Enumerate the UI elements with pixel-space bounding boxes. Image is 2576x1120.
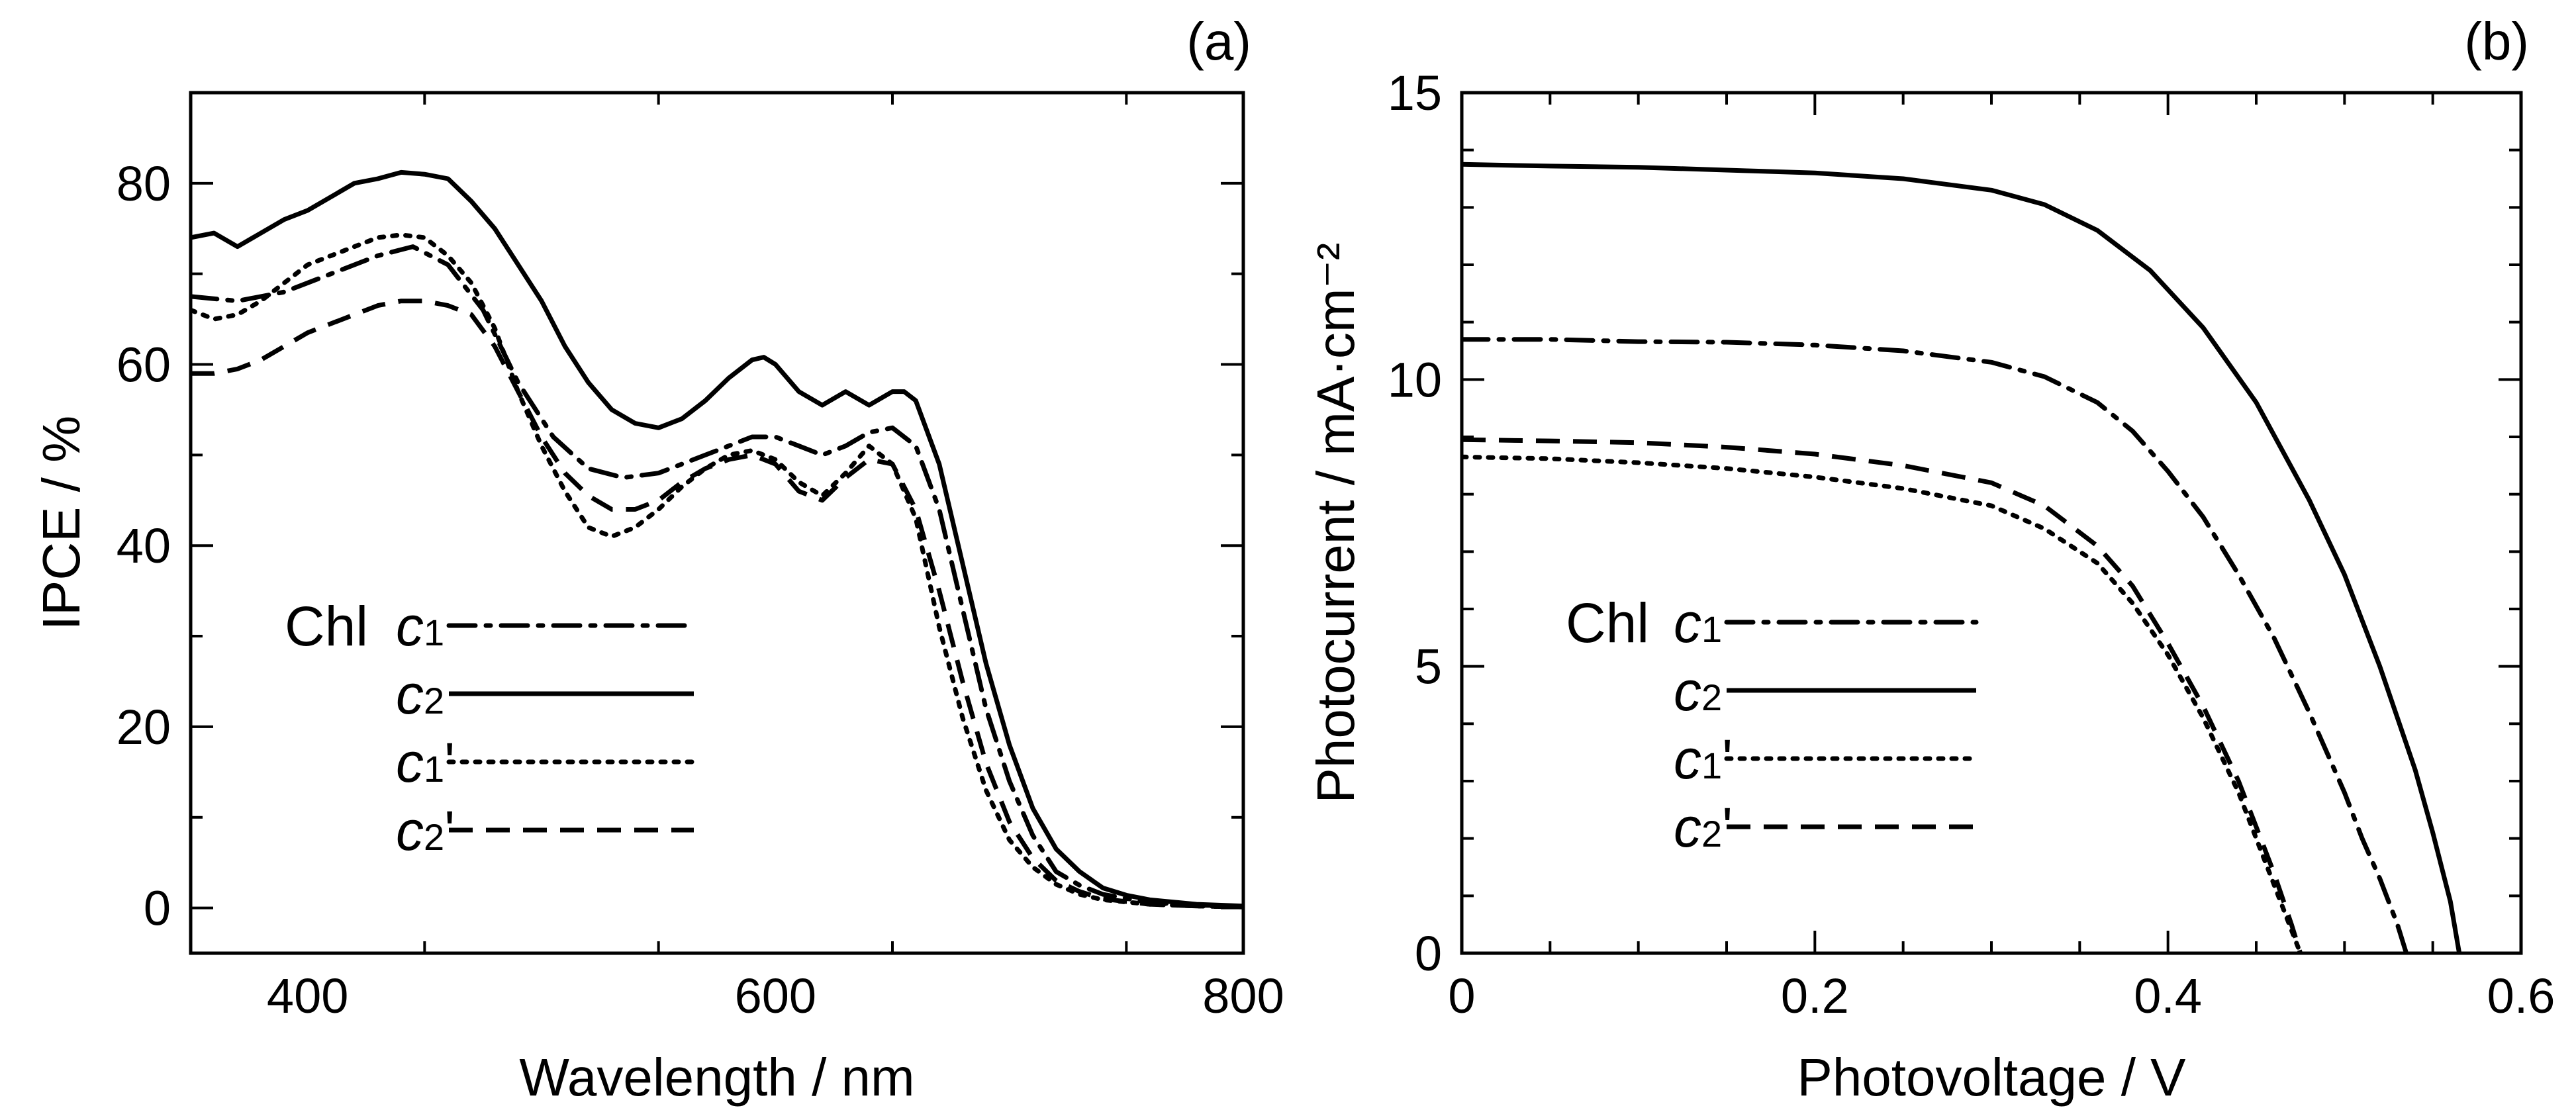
panel-a-ytick-label: 40 [117, 518, 171, 573]
panel-b-ticks [1460, 91, 2522, 955]
panel-a-ytick-label: 60 [117, 338, 171, 393]
panel-a-series-line-c2 [191, 169, 1243, 909]
panel-a-series-group [191, 169, 1243, 910]
panel-b-xtick-label: 0.4 [2134, 968, 2202, 1023]
panel-b-y-axis-title: Photocurrent / mA·cm⁻² [1306, 243, 1365, 804]
panel-b-ytick-label: 10 [1388, 352, 1442, 407]
panel-b-legend-entry-label: c2' [1674, 796, 1733, 859]
panel-b-ytick-label: 5 [1415, 639, 1442, 694]
panel-b-frame [1460, 91, 2523, 955]
panel-a-series-line-c1-prime [191, 232, 1243, 910]
panel-b-xtick-label: 0.2 [1781, 968, 1849, 1023]
panel-a-ytick-label: 0 [144, 881, 171, 936]
panel-b-xtick-label: 0 [1448, 968, 1475, 1023]
panel-a-ticks [189, 91, 1243, 953]
panel-a-xtick-label: 600 [735, 968, 816, 1023]
panel-a-ytick-label: 80 [117, 156, 171, 211]
panel-a-legend-entry-label: c1' [396, 731, 455, 794]
panel-b-iv-chart: 0 0.2 0.4 0.6 0 5 10 15 Photovoltage / V Photocur… [1306, 12, 2555, 1107]
panel-b-legend-entry-label: c1' [1674, 728, 1733, 790]
panel-b-label: (b) [2464, 12, 2529, 71]
panel-b-legend-entry-label: c2 [1674, 660, 1722, 722]
panel-a-ytick-label: 20 [117, 700, 171, 755]
panel-b-series-line-c2 [1462, 162, 2462, 953]
panel-b-legend-entry-label: c1 [1674, 592, 1722, 654]
panel-a-x-axis-title: Wavelength / nm [519, 1048, 914, 1107]
panel-a-y-axis-title: IPCE / % [32, 416, 91, 631]
panel-a-frame [189, 91, 1245, 955]
panel-a-legend-entry-label: c1 [396, 595, 444, 657]
panel-b-series-line-c2-prime [1462, 437, 2303, 953]
panel-a-series-line-c2-prime [191, 299, 1243, 910]
panel-a-legend-entry-label: c2' [396, 800, 455, 862]
panel-b-series-group [1462, 162, 2462, 953]
panel-a-ipce-chart: 400 600 800 0 20 40 60 80 Wavelength / nm IPCE / … [32, 12, 1284, 1107]
panel-b-x-axis-title: Photovoltage / V [1797, 1048, 2186, 1107]
panel-a-legend-prefix: Chl [285, 595, 368, 657]
panel-b-xtick-label: 0.6 [2487, 968, 2555, 1023]
panel-b-ytick-label: 15 [1388, 66, 1442, 120]
panel-a-xtick-label: 800 [1202, 968, 1284, 1023]
panel-a-label: (a) [1186, 12, 1251, 71]
panel-b-legend-prefix: Chl [1566, 592, 1649, 654]
panel-b-series-line-c1-prime [1462, 454, 2303, 953]
panel-b-ytick-label: 0 [1415, 926, 1442, 981]
panel-b-series-line-c1 [1462, 337, 2409, 953]
panel-a-legend-entry-label: c2 [396, 663, 444, 725]
panel-a-xtick-label: 400 [267, 968, 348, 1023]
panel-a-series-line-c1 [191, 244, 1243, 909]
